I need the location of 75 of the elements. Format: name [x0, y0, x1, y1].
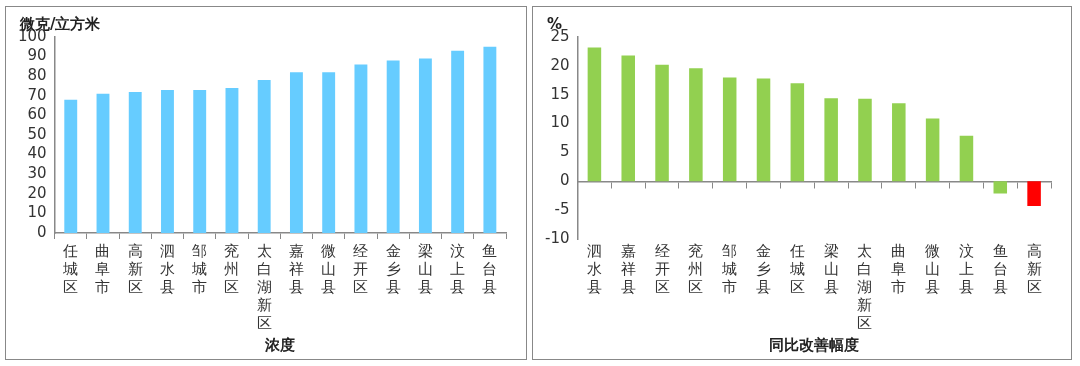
x-tick-label: 泗水县 [586, 241, 602, 296]
y-tick-label: 90 [27, 46, 47, 65]
x-tick-label: 高新区 [127, 241, 143, 296]
bar [418, 58, 432, 233]
x-tick-label: 邹城市 [191, 241, 208, 296]
bar [790, 83, 805, 182]
bar [858, 98, 872, 182]
x-tick-label: 太白湖新区 [256, 241, 272, 332]
bar [587, 47, 602, 182]
x-tick-label: 经开区 [353, 241, 369, 296]
y-tick-label: 60 [27, 105, 47, 124]
x-tick-label: 嘉祥县 [288, 241, 304, 296]
x-tick-label: 微山县 [925, 241, 941, 296]
y-tick-label: 0 [37, 222, 47, 241]
y-tick-label: 10 [550, 113, 570, 132]
x-tick-label: 兖州区 [224, 241, 240, 296]
x-tick-label: 金乡县 [385, 241, 401, 296]
bar [289, 72, 303, 233]
x-axis-title: 同比改善幅度 [769, 335, 860, 354]
y-tick-label: 30 [27, 164, 47, 183]
bar [257, 80, 271, 233]
x-tick-label: 汶上县 [450, 241, 466, 296]
x-tick-label: 任城区 [788, 241, 805, 296]
y-tick-label: -10 [545, 228, 570, 247]
bar [225, 87, 239, 233]
x-tick-label: 梁山县 [417, 241, 433, 296]
x-tick-label: 任城区 [62, 241, 79, 296]
bar [925, 118, 940, 182]
y-tick-label: 10 [27, 203, 47, 222]
bar [959, 135, 974, 182]
y-tick-label: 15 [550, 84, 570, 103]
bar [451, 50, 465, 233]
bar [722, 77, 737, 182]
x-tick-label: 曲阜市 [891, 241, 907, 296]
y-tick-label: 80 [27, 66, 47, 85]
x-tick-label: 泗水县 [159, 241, 175, 296]
bar [756, 78, 771, 182]
bar [161, 89, 174, 233]
x-tick-label: 太白湖新区 [857, 241, 873, 332]
bar [128, 91, 142, 233]
x-tick-label: 高新区 [1026, 241, 1042, 296]
x-tick-label: 梁山县 [823, 241, 839, 296]
bar [354, 64, 368, 233]
bar [824, 98, 838, 182]
x-tick-label: 曲阜市 [95, 241, 111, 296]
x-tick-label: 金乡县 [756, 241, 772, 296]
bar [483, 46, 497, 233]
bar [621, 55, 635, 182]
y-tick-label: 50 [27, 124, 47, 143]
x-tick-label: 邹城市 [721, 241, 738, 296]
y-tick-label: 40 [27, 144, 47, 163]
bar [386, 60, 400, 233]
bar [96, 93, 110, 233]
x-tick-label: 兖州区 [688, 241, 704, 296]
x-tick-label: 鱼台县 [482, 241, 498, 296]
y-tick-label: 20 [550, 55, 570, 74]
x-tick-label: 经开区 [654, 241, 670, 296]
y-tick-label: -5 [554, 200, 570, 219]
bar [689, 68, 703, 182]
bar [1027, 181, 1041, 207]
bar [892, 103, 906, 182]
y-tick-label: 5 [559, 142, 570, 161]
y-tick-label: 20 [27, 183, 47, 202]
bar [655, 64, 669, 182]
bar [993, 181, 1008, 194]
y-tick-label: 70 [27, 85, 47, 104]
x-tick-label: 嘉祥县 [620, 241, 636, 296]
bar [193, 89, 207, 233]
bar [64, 99, 78, 233]
y-tick-label: 0 [559, 171, 570, 190]
x-axis-title: 浓度 [264, 335, 296, 354]
x-tick-label: 鱼台县 [992, 241, 1008, 296]
x-tick-label: 微山县 [321, 241, 337, 296]
bar [322, 72, 336, 233]
x-tick-label: 汶上县 [958, 241, 974, 296]
